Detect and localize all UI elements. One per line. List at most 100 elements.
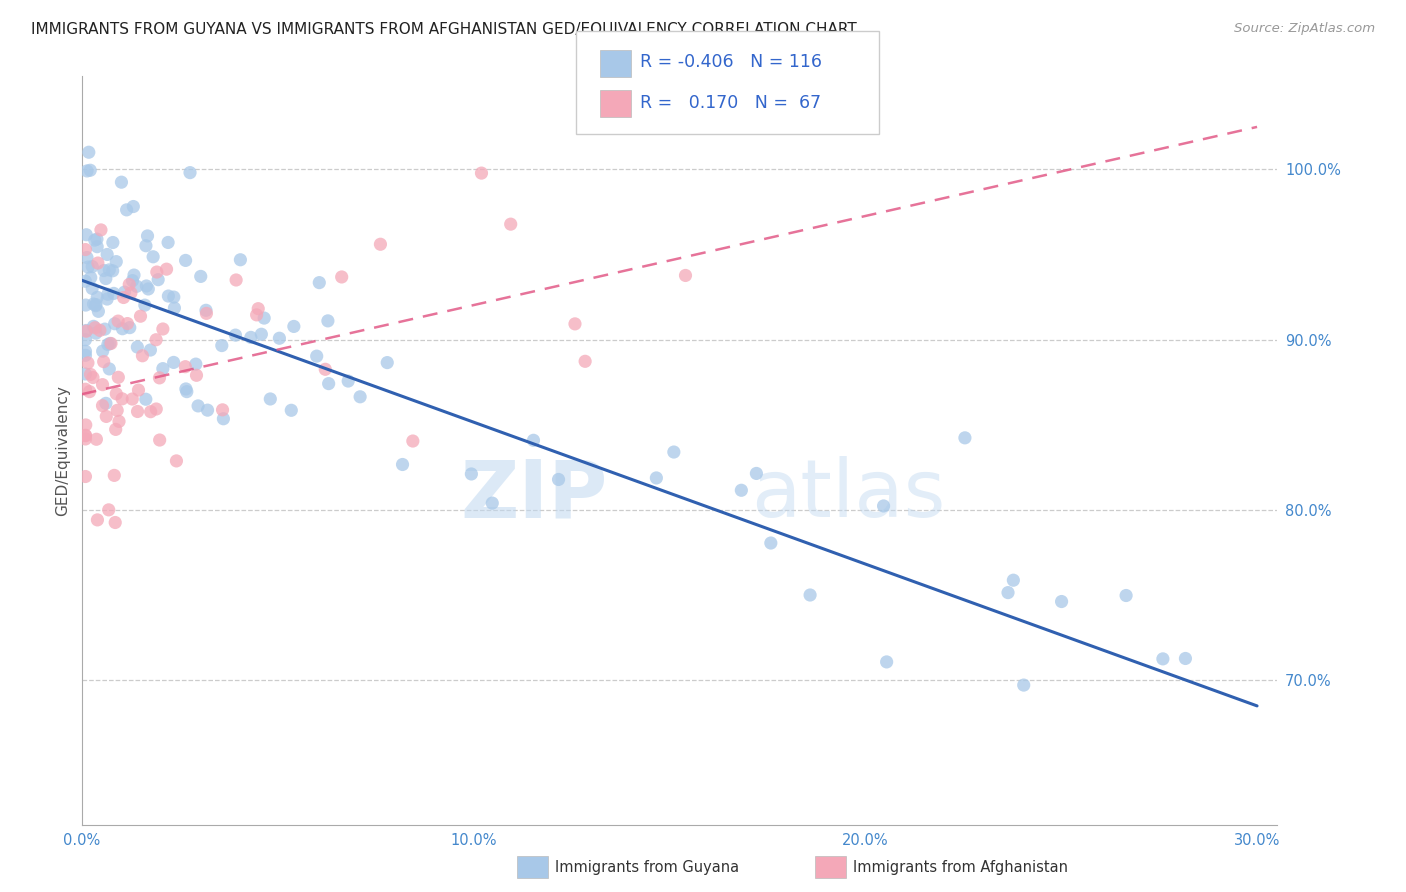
Point [212, 411, 235, 425]
Point [79, 163, 101, 178]
Point [305, 349, 328, 363]
Point [499, 217, 522, 231]
Point [93, 263, 115, 277]
Point [75, 382, 97, 396]
Text: ZIP: ZIP [460, 457, 607, 534]
Point [186, 368, 208, 383]
Point [77, 260, 100, 274]
Point [94, 396, 117, 410]
Point [1115, 589, 1137, 603]
Point [149, 433, 172, 447]
Point [79, 368, 101, 382]
Point [190, 269, 212, 284]
Point [96, 292, 118, 306]
Point [96, 409, 118, 424]
Point [152, 322, 174, 336]
Point [94, 271, 117, 285]
Point [142, 250, 165, 264]
Point [80, 270, 103, 285]
Point [76, 164, 98, 178]
Point [402, 434, 425, 448]
Point [105, 403, 128, 417]
Text: R =   0.170   N =  67: R = 0.170 N = 67 [640, 94, 821, 112]
Point [176, 384, 198, 399]
Point [103, 468, 125, 483]
Point [162, 355, 184, 369]
Point [127, 404, 149, 418]
Point [108, 414, 131, 428]
Point [253, 311, 276, 326]
Point [75, 243, 97, 257]
Point [211, 402, 233, 417]
Point [84, 326, 107, 340]
Point [86, 290, 108, 304]
Point [370, 237, 392, 252]
Point [75, 274, 97, 288]
Point [120, 285, 142, 300]
Point [89, 323, 111, 337]
Text: Immigrants from Afghanistan: Immigrants from Afghanistan [853, 860, 1069, 874]
Point [115, 202, 138, 217]
Point [187, 399, 209, 413]
Point [314, 362, 336, 376]
Point [145, 402, 167, 417]
Point [82, 370, 104, 384]
Point [110, 175, 132, 189]
Point [75, 469, 97, 483]
Point [76, 251, 98, 265]
Point [75, 298, 97, 312]
Point [953, 431, 976, 445]
Point [84, 299, 107, 313]
Point [179, 166, 201, 180]
Text: R = -0.406   N = 116: R = -0.406 N = 116 [640, 53, 821, 70]
Point [799, 588, 821, 602]
Point [280, 403, 302, 417]
Point [101, 264, 124, 278]
Point [997, 585, 1019, 599]
Point [876, 655, 898, 669]
Point [135, 392, 157, 407]
Point [83, 297, 105, 311]
Point [117, 317, 139, 331]
Point [75, 432, 97, 446]
Point [107, 314, 129, 328]
Point [121, 274, 143, 288]
Point [129, 309, 152, 323]
Point [111, 392, 134, 406]
Point [77, 356, 100, 370]
Point [872, 499, 894, 513]
Point [1012, 678, 1035, 692]
Point [662, 445, 685, 459]
Point [103, 286, 125, 301]
Point [97, 287, 120, 301]
Point [135, 239, 157, 253]
Point [77, 145, 100, 160]
Point [330, 269, 353, 284]
Point [90, 223, 112, 237]
Point [470, 166, 492, 180]
Text: Source: ZipAtlas.com: Source: ZipAtlas.com [1234, 22, 1375, 36]
Point [105, 254, 128, 268]
Point [283, 319, 305, 334]
Point [87, 256, 110, 270]
Point [100, 336, 122, 351]
Point [165, 454, 187, 468]
Point [391, 458, 413, 472]
Point [104, 516, 127, 530]
Point [574, 354, 596, 368]
Point [82, 260, 104, 274]
Point [83, 233, 105, 247]
Point [127, 340, 149, 354]
Point [139, 343, 162, 357]
Point [155, 262, 177, 277]
Point [318, 376, 340, 391]
Point [122, 200, 145, 214]
Point [139, 405, 162, 419]
Point [134, 298, 156, 312]
Point [86, 240, 108, 254]
Point [224, 328, 246, 343]
Point [112, 291, 135, 305]
Point [105, 386, 128, 401]
Point [225, 273, 247, 287]
Point [157, 289, 180, 303]
